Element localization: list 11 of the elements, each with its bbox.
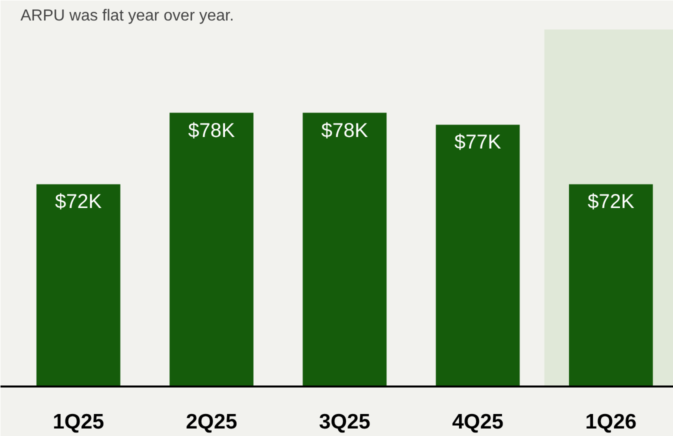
data-label: $78K xyxy=(321,120,369,142)
chart-subtitle: ARPU was flat year over year. xyxy=(20,8,234,24)
x-tick-label: 1Q25 xyxy=(52,410,104,434)
x-tick-label: 2Q25 xyxy=(186,410,238,434)
data-label: $78K xyxy=(188,120,236,142)
data-label: $72K xyxy=(588,191,635,214)
x-tick-label: 4Q25 xyxy=(452,410,504,434)
x-tick-label: 1Q26 xyxy=(585,410,637,434)
data-label: $72K xyxy=(55,191,102,214)
x-tick-label: 3Q25 xyxy=(318,410,371,434)
data-label: $77K xyxy=(454,132,502,154)
